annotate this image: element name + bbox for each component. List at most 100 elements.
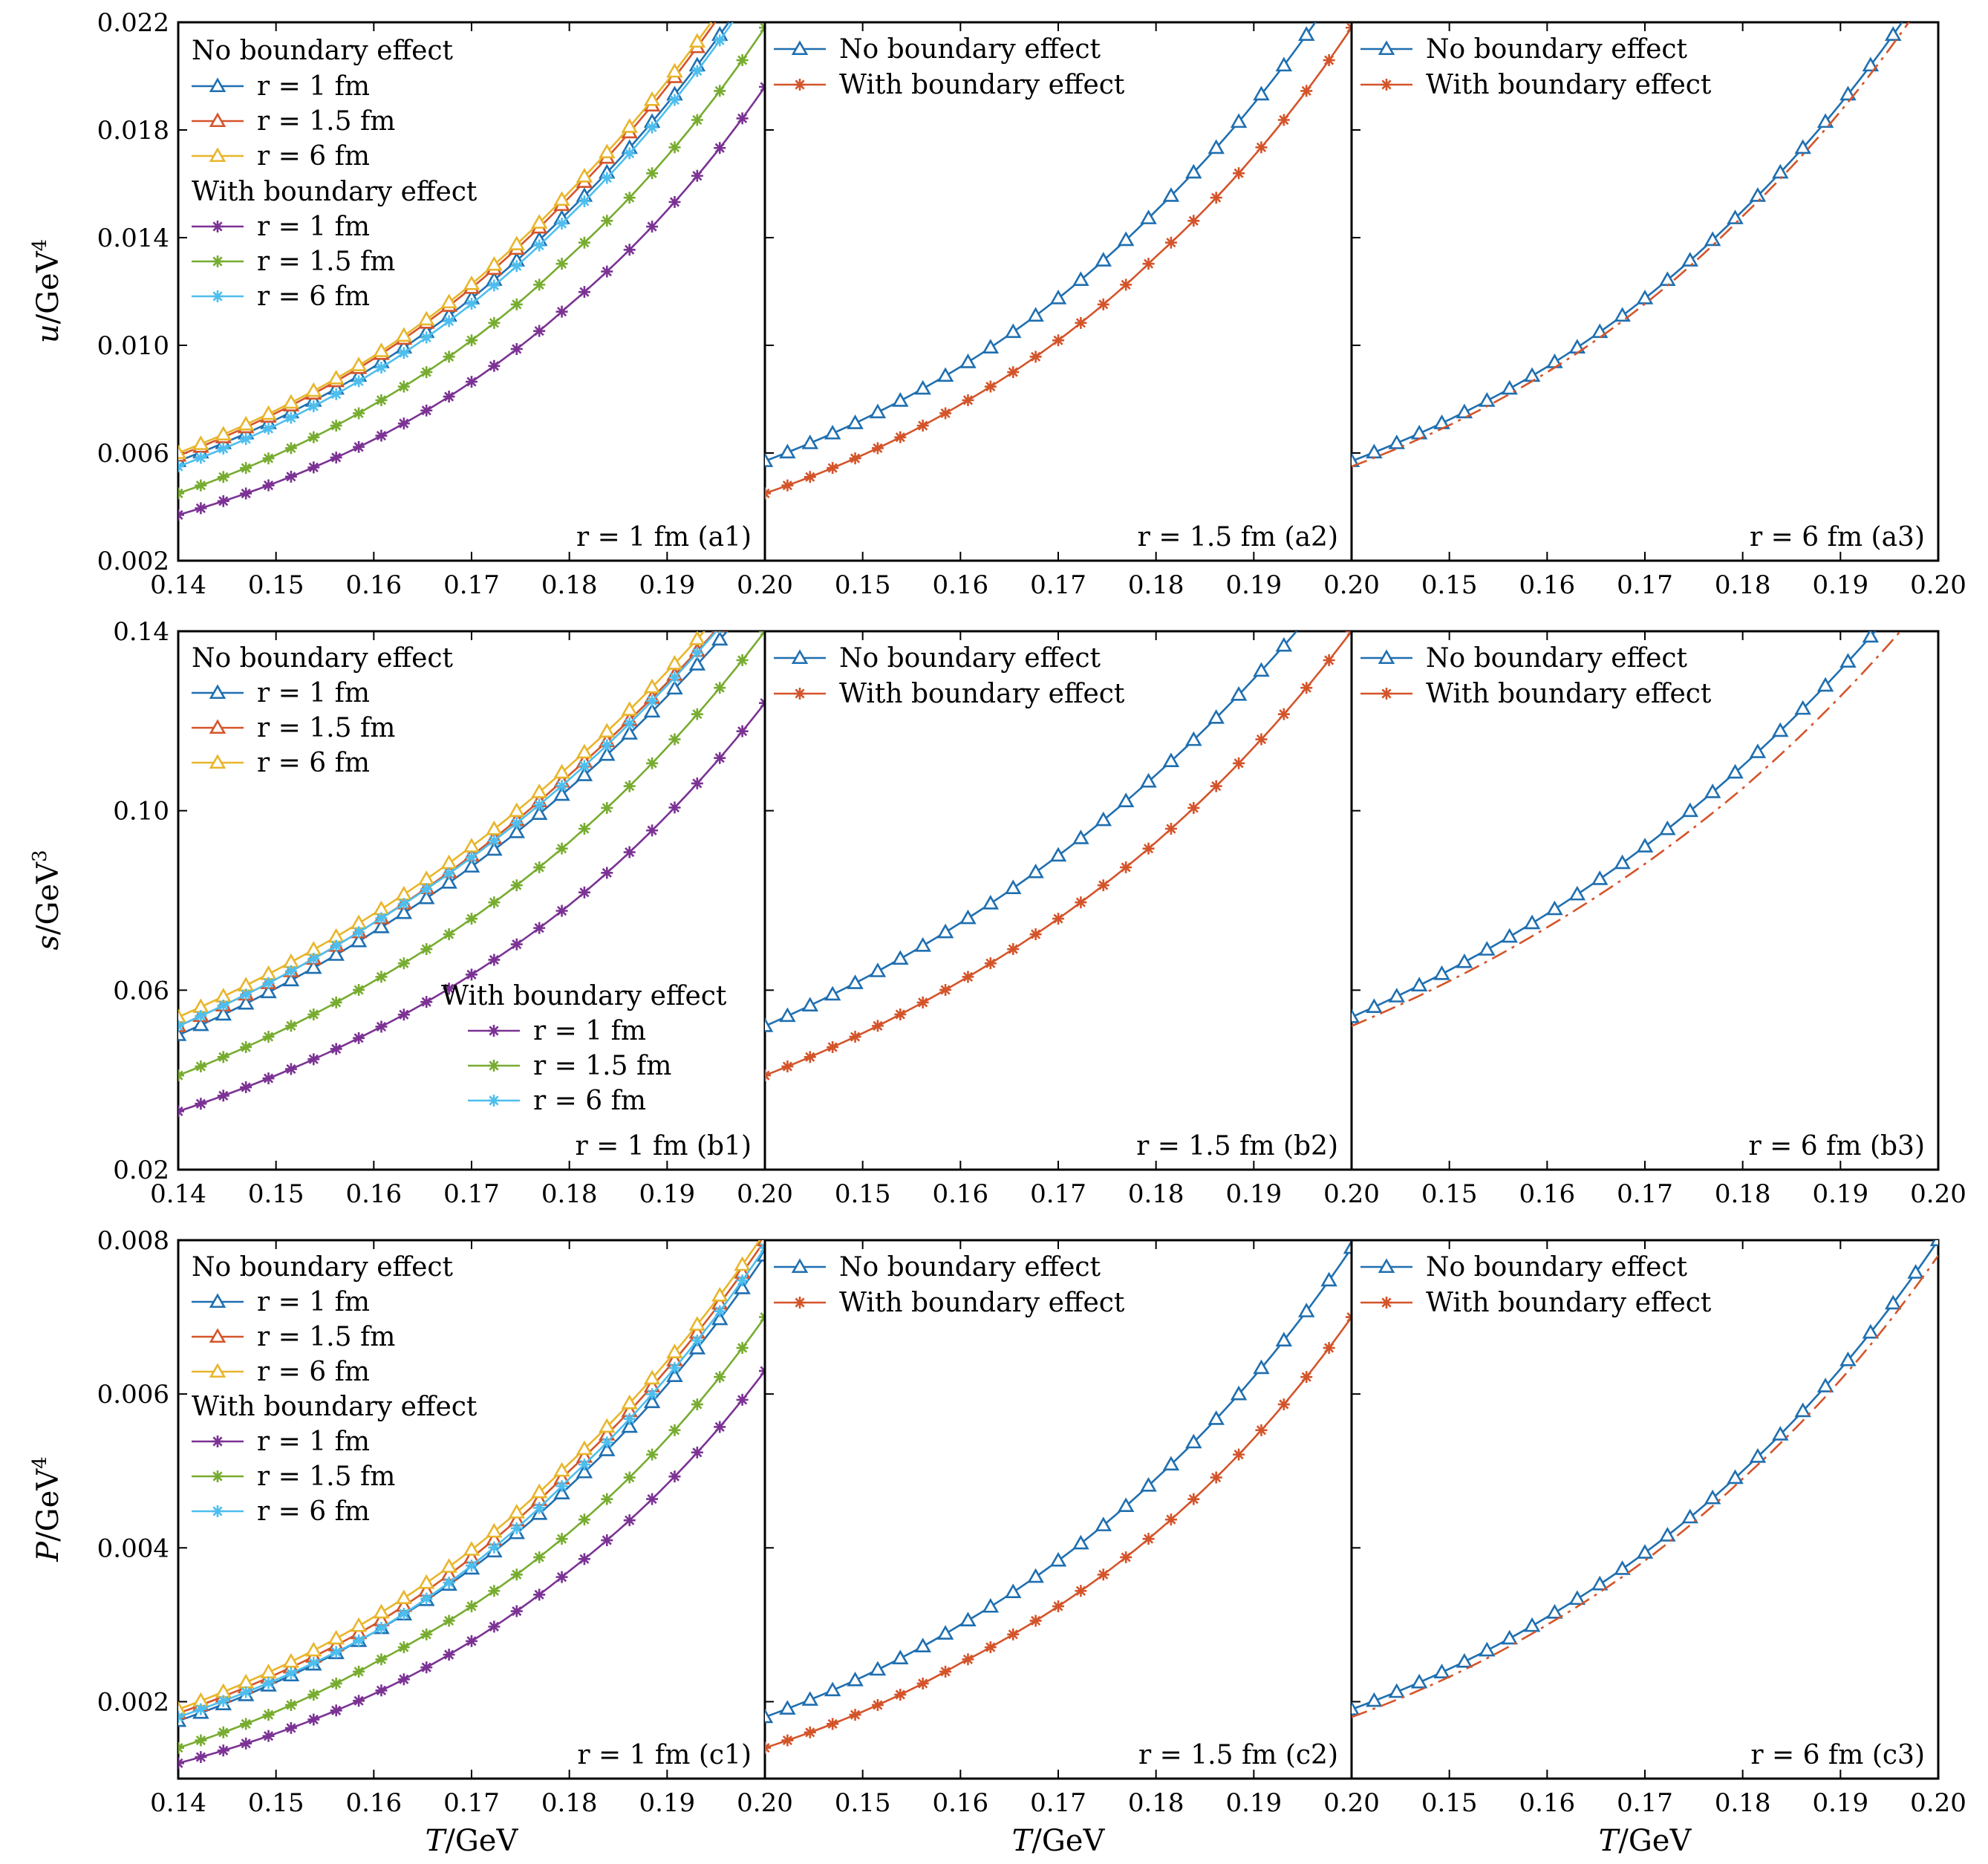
data-point-triangle	[1049, 290, 1067, 304]
data-point-triangle	[1027, 307, 1044, 322]
data-point-star	[646, 121, 659, 134]
data-point-star	[240, 1718, 252, 1730]
data-point-star	[195, 452, 207, 464]
data-point-triangle	[1614, 1560, 1631, 1575]
data-point-triangle	[576, 743, 593, 759]
data-point-star	[284, 411, 297, 424]
data-point-triangle	[1004, 1583, 1022, 1599]
data-point-star	[178, 1757, 184, 1770]
x-tick-label: 0.15	[248, 1788, 304, 1818]
data-point-star	[691, 647, 703, 659]
data-point-star	[420, 883, 433, 896]
x-tick-label: 0.19	[1225, 1179, 1282, 1209]
series-group	[1352, 1240, 1938, 1718]
data-point-triangle	[1049, 1551, 1067, 1567]
data-point-star	[353, 375, 365, 388]
data-point-triangle	[1839, 1351, 1857, 1366]
data-point-star	[1187, 801, 1200, 814]
data-point-star	[466, 851, 478, 864]
data-point-triangle	[395, 904, 413, 919]
data-point-triangle	[1772, 722, 1789, 737]
data-point-triangle	[869, 403, 887, 419]
panel-label: r = 1.5 fm (b2)	[1136, 1131, 1338, 1161]
data-point-star	[195, 1098, 207, 1110]
legend-title-with: With boundary effect	[192, 1392, 478, 1422]
data-point-star	[601, 215, 613, 227]
data-point-triangle	[373, 342, 390, 357]
data-point-star	[1164, 236, 1177, 249]
data-point-triangle	[178, 1701, 187, 1715]
data-point-triangle	[1366, 443, 1383, 459]
data-point-triangle	[1366, 998, 1383, 1013]
data-point-triangle	[576, 168, 593, 183]
data-point-triangle	[666, 1367, 683, 1382]
data-point-star	[307, 1713, 320, 1726]
data-point-triangle	[282, 394, 300, 409]
x-tick-label: 0.19	[639, 1788, 695, 1818]
legend-marker	[209, 754, 226, 769]
y-axis-unit: /GeV	[31, 250, 65, 324]
data-point-star	[1164, 1513, 1177, 1526]
legend-marker	[209, 1363, 226, 1378]
data-point-star	[1187, 1493, 1200, 1505]
data-point-star	[284, 1698, 297, 1711]
data-point-triangle	[1591, 870, 1609, 885]
data-point-triangle	[1501, 928, 1518, 943]
data-point-star	[668, 671, 681, 684]
data-point-star	[962, 971, 974, 983]
data-point-star	[330, 388, 342, 400]
series-line	[178, 631, 718, 1027]
data-point-star	[466, 1600, 478, 1612]
series-group	[765, 631, 1352, 1082]
data-point-star	[578, 236, 590, 249]
data-point-star	[397, 1008, 410, 1021]
data-point-triangle	[1352, 1701, 1360, 1715]
legend-marker	[212, 1505, 224, 1517]
data-point-star	[262, 1730, 275, 1742]
data-point-star	[510, 879, 523, 892]
data-point-triangle	[847, 414, 864, 429]
data-point-triangle	[486, 1522, 503, 1538]
data-point-star	[195, 502, 207, 515]
data-point-star	[510, 817, 523, 830]
data-point-triangle	[1410, 977, 1428, 991]
panel-label: r = 6 fm (c3)	[1750, 1740, 1925, 1770]
data-point-star	[397, 1607, 410, 1620]
data-point-triangle	[417, 889, 435, 905]
data-point-star	[827, 1041, 839, 1053]
data-point-star	[668, 1470, 681, 1483]
data-point-triangle	[959, 1612, 977, 1626]
data-point-triangle	[1456, 403, 1473, 419]
x-tick-label: 0.15	[835, 570, 891, 600]
data-point-triangle	[395, 1589, 413, 1604]
x-tick-label: 0.20	[1323, 1788, 1380, 1818]
data-point-triangle	[711, 631, 729, 646]
data-point-triangle	[621, 701, 638, 716]
data-point-triangle	[237, 1673, 255, 1689]
data-point-star	[240, 487, 252, 500]
y-tick-label: 0.06	[113, 976, 169, 1006]
data-point-triangle	[178, 1008, 187, 1023]
panel-c2: 0.15 0.16 0.17 0.18 0.19 0.20 r = 1.5 fm (c2) N…	[763, 1239, 1380, 1818]
data-point-triangle	[1162, 752, 1180, 767]
data-point-star	[375, 971, 388, 983]
data-point-triangle	[1839, 85, 1857, 101]
data-point-star	[578, 1459, 590, 1471]
data-point-star	[510, 260, 523, 273]
data-point-star	[714, 1371, 726, 1384]
data-point-star	[375, 1684, 388, 1697]
legend-marker	[212, 1436, 224, 1447]
data-point-star	[466, 968, 478, 981]
data-point-triangle	[869, 1661, 887, 1676]
legend-no-r6: r = 6 fm	[257, 748, 370, 778]
data-point-star	[353, 983, 365, 996]
data-point-triangle	[599, 723, 616, 738]
data-point-star	[443, 315, 455, 327]
data-point-triangle	[508, 235, 526, 251]
data-point-triangle	[1523, 367, 1541, 382]
data-point-star	[262, 1031, 275, 1043]
x-tick-label: 0.17	[1617, 1179, 1673, 1209]
data-point-star	[217, 999, 229, 1011]
data-point-triangle	[1456, 1652, 1473, 1668]
